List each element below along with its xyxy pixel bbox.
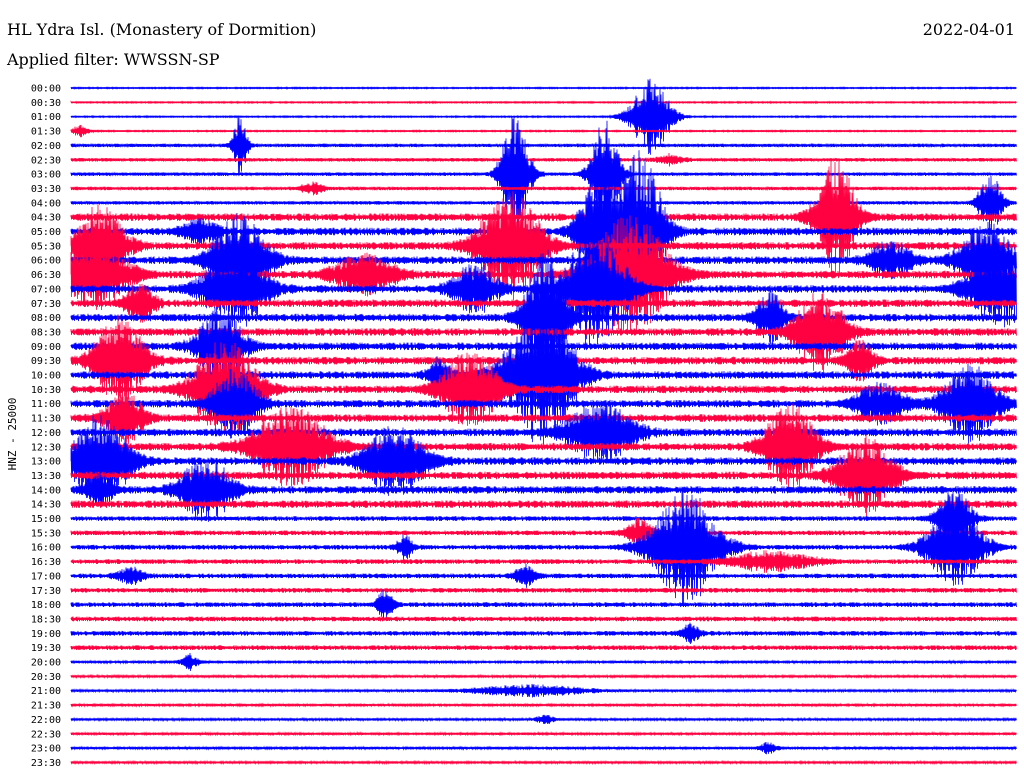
time-tick-label: 17:00 <box>31 571 61 582</box>
time-tick-label: 14:00 <box>31 485 61 496</box>
time-tick-label: 07:30 <box>31 299 61 310</box>
time-tick-label: 02:30 <box>31 155 61 166</box>
time-tick-label: 01:30 <box>31 127 61 138</box>
time-tick-label: 08:30 <box>31 327 61 338</box>
time-tick-label: 08:00 <box>31 313 61 324</box>
time-tick-label: 11:30 <box>31 414 61 425</box>
time-tick-label: 03:30 <box>31 184 61 195</box>
time-tick-label: 01:00 <box>31 112 61 123</box>
time-tick-label: 04:00 <box>31 198 61 209</box>
time-tick-label: 18:00 <box>31 600 61 611</box>
time-tick-label: 20:00 <box>31 658 61 669</box>
time-tick-label: 12:30 <box>31 442 61 453</box>
time-tick-label: 23:30 <box>31 758 61 769</box>
time-tick-label: 11:00 <box>31 399 61 410</box>
time-tick-label: 16:30 <box>31 557 61 568</box>
time-tick-label: 12:00 <box>31 428 61 439</box>
time-tick-label: 18:30 <box>31 614 61 625</box>
time-tick-label: 00:30 <box>31 98 61 109</box>
time-tick-label: 23:00 <box>31 744 61 755</box>
trace-1130 <box>70 392 1017 444</box>
date-label: 2022-04-01 <box>922 20 1015 39</box>
time-tick-label: 06:00 <box>31 256 61 267</box>
trace-1400 <box>70 457 1017 522</box>
time-tick-label: 19:30 <box>31 643 61 654</box>
time-tick-label: 20:30 <box>31 672 61 683</box>
trace-0430 <box>70 157 1017 277</box>
time-tick-label: 17:30 <box>31 586 61 597</box>
trace-1330 <box>70 434 1017 517</box>
time-tick-label: 10:30 <box>31 385 61 396</box>
time-tick-label: 22:00 <box>31 715 61 726</box>
time-tick-label: 05:30 <box>31 241 61 252</box>
time-tick-label: 14:30 <box>31 500 61 511</box>
time-tick-label: 06:30 <box>31 270 61 281</box>
time-tick-label: 13:30 <box>31 471 61 482</box>
time-tick-label: 15:00 <box>31 514 61 525</box>
time-tick-label: 00:00 <box>31 84 61 95</box>
time-tick-label: 09:30 <box>31 356 61 367</box>
time-tick-label: 19:00 <box>31 629 61 640</box>
trace-1100 <box>70 363 1017 444</box>
time-tick-label: 22:30 <box>31 729 61 740</box>
time-tick-label: 05:00 <box>31 227 61 238</box>
time-tick-label: 04:30 <box>31 213 61 224</box>
time-tick-label: 15:30 <box>31 528 61 539</box>
time-tick-label: 09:00 <box>31 342 61 353</box>
time-tick-label: 13:00 <box>31 457 61 468</box>
time-tick-label: 21:30 <box>31 701 61 712</box>
time-tick-label: 03:00 <box>31 170 61 181</box>
station-title: HL Ydra Isl. (Monastery of Dormition) <box>7 20 317 39</box>
filter-label: Applied filter: WWSSN-SP <box>7 50 220 69</box>
time-tick-label: 02:00 <box>31 141 61 152</box>
time-tick-label: 21:00 <box>31 686 61 697</box>
time-tick-label: 07:00 <box>31 284 61 295</box>
time-tick-label: 10:00 <box>31 371 61 382</box>
time-tick-label: 16:00 <box>31 543 61 554</box>
